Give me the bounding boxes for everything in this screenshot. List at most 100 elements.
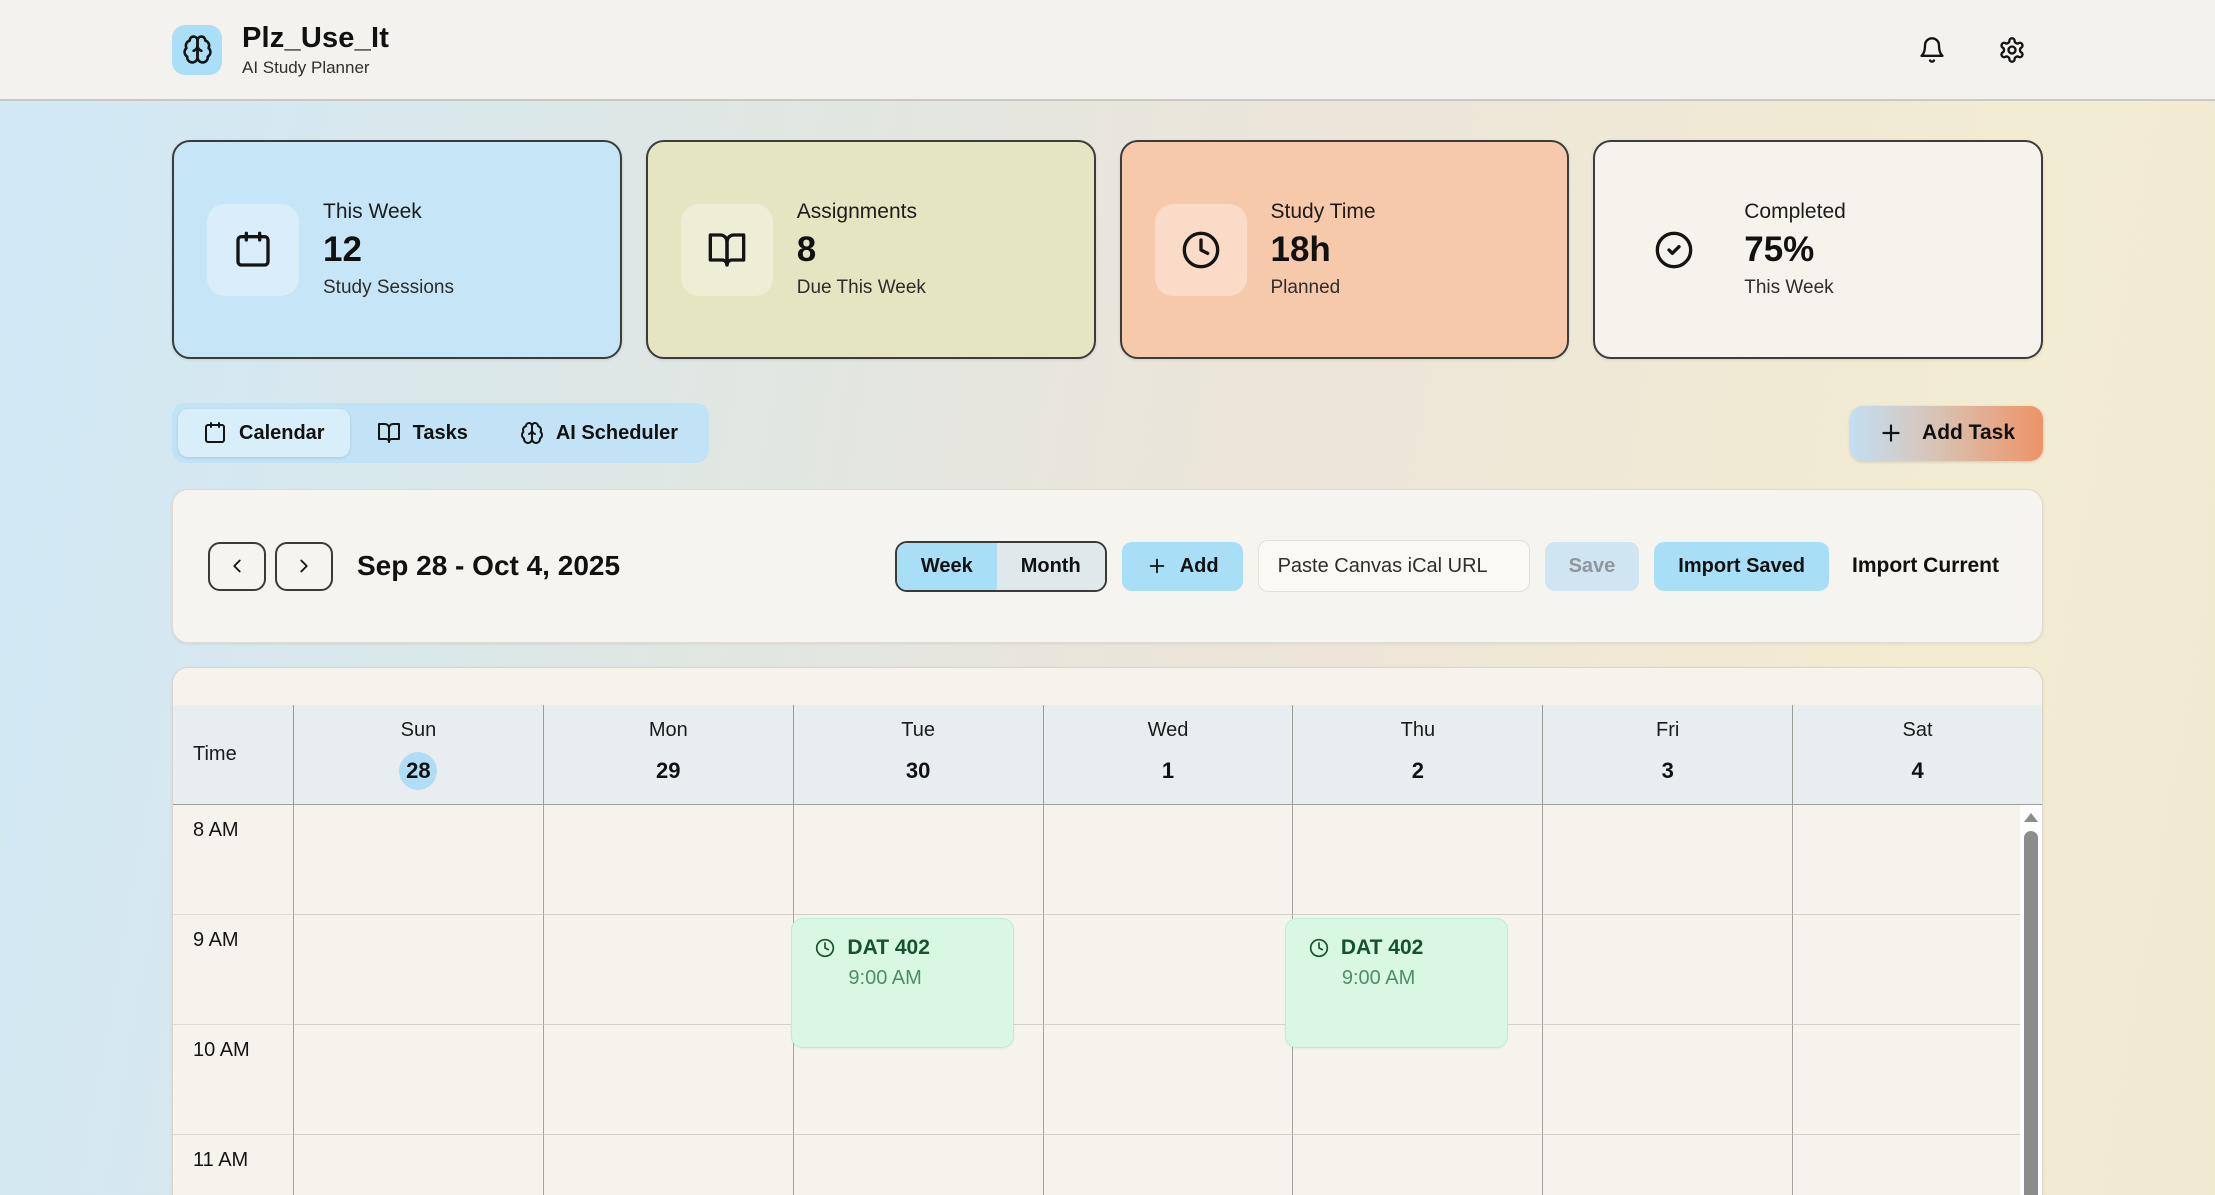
calendar-controls: Sep 28 - Oct 4, 2025 Week Month Add Save… [172,489,2043,643]
scrollbar-thumb[interactable] [2024,831,2038,1195]
date-range-label: Sep 28 - Oct 4, 2025 [357,550,621,581]
time-slot[interactable] [1542,915,1793,1025]
stat-value: 12 [323,230,362,269]
calendar-event-dat402-tue[interactable]: DAT 402 9:00 AM [791,918,1015,1048]
add-event-label: Add [1179,554,1219,577]
chevron-right-icon [293,555,315,577]
day-header-fri: Fri 3 [1542,705,1792,804]
time-row-11am: 11 AM [173,1135,2042,1195]
clock-icon [815,938,835,958]
stat-card-assignments: Assignments 8 Due This Week [645,140,1096,359]
time-slot[interactable] [1542,1025,1793,1135]
time-row-9am: 9 AM [173,915,2042,1025]
stat-value: 18h [1270,230,1331,269]
book-open-icon [377,421,401,445]
stat-card-this-week: This Week 12 Study Sessions [172,140,622,359]
event-time: 9:00 AM [1341,967,1416,989]
time-column-header: Time [193,743,237,765]
stat-card-study-time: Study Time 18h Planned [1119,140,1570,359]
add-task-button[interactable]: Add Task [1850,405,2043,461]
time-label: 11 AM [173,1135,293,1195]
day-header-thu: Thu 2 [1292,705,1542,804]
plus-icon [1146,555,1168,577]
time-slot[interactable] [1542,805,1793,915]
notifications-button[interactable] [1914,32,1950,68]
calendar-body: 8 AM 9 AM 10 AM 11 AM [173,805,2042,1195]
day-header-wed: Wed 1 [1042,705,1293,804]
tab-tasks[interactable]: Tasks [352,409,493,457]
tab-label: Calendar [239,421,325,444]
brain-icon [520,421,544,445]
time-slot[interactable] [1042,805,1293,915]
tab-calendar[interactable]: Calendar [178,409,350,457]
tab-label: AI Scheduler [555,421,679,444]
time-slot[interactable] [792,805,1043,915]
stat-sub: Due This Week [796,277,926,298]
app-logo [172,24,222,75]
time-slot[interactable] [1542,1135,1792,1195]
time-slot[interactable] [293,1025,543,1135]
time-slot[interactable] [1292,805,1543,915]
time-slot[interactable] [1292,1025,1543,1135]
next-week-button[interactable] [275,541,333,591]
time-slot[interactable] [542,915,793,1025]
app-title: Plz_Use_It [242,21,390,54]
time-slot[interactable] [792,1025,1043,1135]
stat-value: 75% [1744,230,1815,269]
save-button[interactable]: Save [1544,541,1640,591]
time-slot[interactable] [1792,1135,2042,1195]
event-title: DAT 402 [847,936,930,959]
time-slot[interactable] [542,805,793,915]
stat-sub: Planned [1270,277,1341,298]
stat-card-completed: Completed 75% This Week [1593,140,2043,359]
stat-sub: This Week [1744,277,1834,298]
tab-ai-scheduler[interactable]: AI Scheduler [495,409,703,457]
scroll-up-arrow-icon[interactable] [2024,813,2038,822]
chevron-left-icon [226,555,248,577]
today-badge: 28 [399,752,438,790]
day-header-sat: Sat 4 [1792,705,2042,804]
time-slot[interactable] [792,1135,1043,1195]
toggle-week[interactable]: Week [896,542,997,590]
import-current-button[interactable]: Import Current [1844,542,2007,590]
stat-label: This Week [323,200,422,223]
time-label: 9 AM [173,915,293,1025]
time-slot[interactable] [1042,1135,1293,1195]
time-slot[interactable] [1792,915,2042,1025]
time-slot[interactable] [1292,1135,1542,1195]
bell-icon [1918,36,1946,64]
week-month-toggle: Week Month [894,540,1107,592]
time-label: 10 AM [173,1025,293,1135]
import-saved-button[interactable]: Import Saved [1654,541,1829,591]
calendar-event-dat402-thu[interactable]: DAT 402 9:00 AM [1284,918,1508,1048]
prev-week-button[interactable] [208,541,266,591]
event-time: 9:00 AM [848,967,922,989]
check-circle-icon [1628,204,1720,296]
time-slot[interactable] [1792,1025,2042,1135]
time-slot[interactable] [1042,915,1293,1025]
day-header-tue: Tue 30 [792,705,1043,804]
add-event-button[interactable]: Add [1121,541,1243,591]
settings-button[interactable] [1994,32,2030,68]
time-slot[interactable] [293,915,543,1025]
stat-value: 8 [796,230,817,269]
time-slot[interactable] [293,805,543,915]
calendar-header-row: Time Sun 28 Mon 29 Tue 30 Wed 1 Thu 2 [173,705,2042,805]
time-label: 8 AM [173,805,293,915]
clock-icon [1154,203,1247,296]
brain-icon [182,34,213,65]
time-slot[interactable] [542,1025,793,1135]
topbar: Plz_Use_It AI Study Planner [0,0,2215,101]
time-slot[interactable] [1792,805,2042,915]
time-slot[interactable] [542,1135,793,1195]
ical-url-input[interactable] [1257,540,1530,592]
time-slot[interactable] [293,1135,543,1195]
calendar-icon [203,421,227,445]
app-subtitle: AI Study Planner [242,57,370,77]
book-open-icon [680,203,773,296]
tab-label: Tasks [412,421,468,444]
add-task-label: Add Task [1922,421,2015,444]
toggle-month[interactable]: Month [996,542,1105,590]
vertical-scrollbar[interactable] [2020,805,2042,1195]
time-slot[interactable] [1042,1025,1293,1135]
